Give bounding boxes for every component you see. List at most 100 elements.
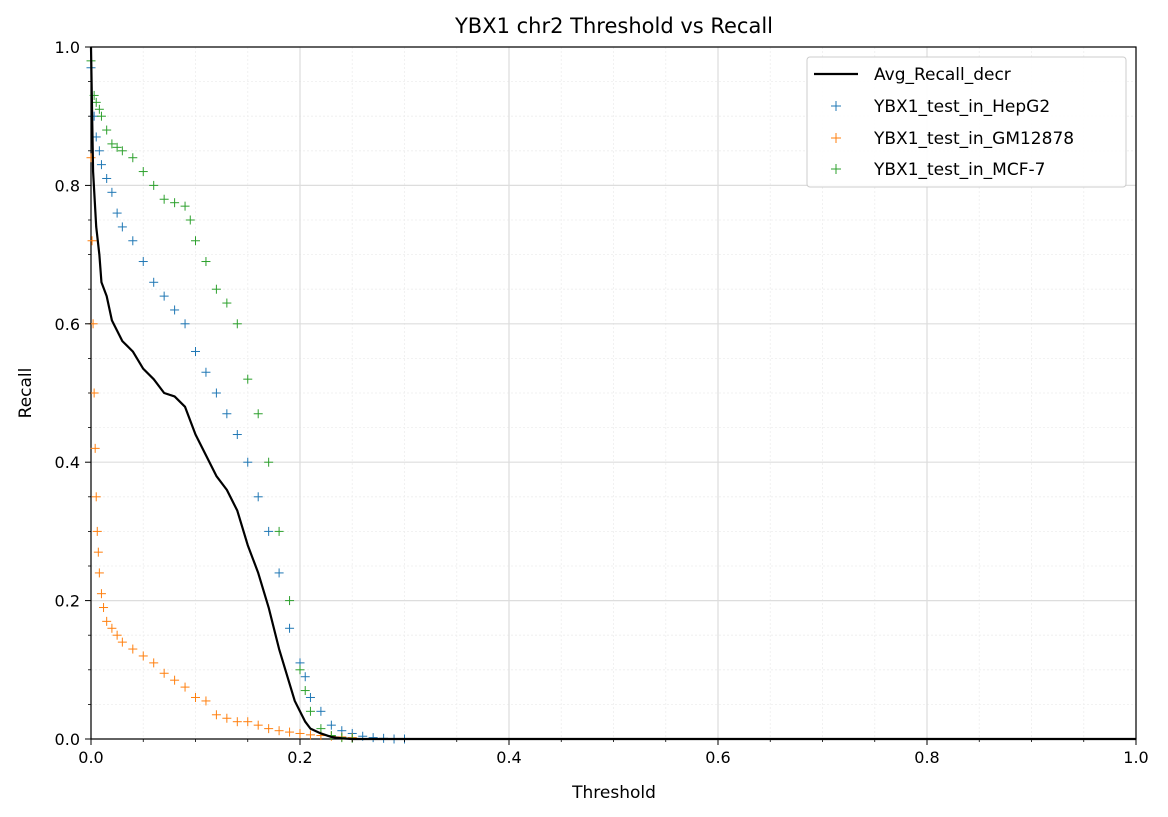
point-ybx1-test-in-hepg2	[316, 706, 326, 716]
point-ybx1-test-in-hepg2	[128, 236, 138, 246]
legend-swatch-hepg2	[831, 101, 841, 111]
point-ybx1-test-in-gm12878	[107, 623, 117, 633]
x-tick-label: 0.4	[496, 748, 521, 767]
point-ybx1-test-in-hepg2	[285, 623, 295, 633]
point-ybx1-test-in-hepg2	[94, 146, 104, 156]
series-ybx1-test-in-mcf-7	[86, 56, 357, 743]
point-ybx1-test-in-gm12878	[232, 717, 242, 727]
x-tick-label: 0.8	[914, 748, 939, 767]
point-ybx1-test-in-mcf-7	[222, 298, 232, 308]
point-ybx1-test-in-gm12878	[89, 388, 99, 398]
point-ybx1-test-in-mcf-7	[243, 374, 253, 384]
point-ybx1-test-in-gm12878	[92, 526, 102, 536]
point-ybx1-test-in-gm12878	[170, 675, 180, 685]
point-ybx1-test-in-gm12878	[96, 589, 106, 599]
point-ybx1-test-in-hepg2	[368, 733, 378, 743]
point-ybx1-test-in-mcf-7	[274, 526, 284, 536]
point-ybx1-test-in-hepg2	[149, 277, 159, 287]
point-ybx1-test-in-hepg2	[264, 526, 274, 536]
point-ybx1-test-in-mcf-7	[264, 457, 274, 467]
point-ybx1-test-in-mcf-7	[180, 201, 190, 211]
point-ybx1-test-in-mcf-7	[300, 686, 310, 696]
point-ybx1-test-in-mcf-7	[138, 167, 148, 177]
point-ybx1-test-in-mcf-7	[295, 665, 305, 675]
point-ybx1-test-in-mcf-7	[159, 194, 169, 204]
point-ybx1-test-in-mcf-7	[117, 146, 127, 156]
point-ybx1-test-in-hepg2	[117, 222, 127, 232]
x-tick-label: 0.0	[78, 748, 103, 767]
point-ybx1-test-in-hepg2	[232, 430, 242, 440]
point-ybx1-test-in-hepg2	[300, 672, 310, 682]
point-ybx1-test-in-hepg2	[211, 388, 221, 398]
point-ybx1-test-in-gm12878	[86, 153, 96, 163]
point-ybx1-test-in-gm12878	[211, 710, 221, 720]
x-axis-label: Threshold	[571, 783, 656, 803]
point-ybx1-test-in-gm12878	[138, 651, 148, 661]
x-tick-label: 1.0	[1123, 748, 1148, 767]
legend: Avg_Recall_decr YBX1_test_in_HepG2 YBX1_…	[806, 56, 1127, 188]
legend-label-mcf7: YBX1_test_in_MCF-7	[873, 160, 1045, 180]
y-tick-label: 0.2	[55, 592, 80, 611]
chart-title: YBX1 chr2 Threshold vs Recall	[454, 14, 773, 38]
point-ybx1-test-in-gm12878	[117, 637, 127, 647]
point-ybx1-test-in-gm12878	[264, 724, 274, 734]
point-ybx1-test-in-hepg2	[253, 492, 263, 502]
legend-label-hepg2: YBX1_test_in_HepG2	[873, 97, 1050, 117]
point-ybx1-test-in-mcf-7	[285, 596, 295, 606]
y-axis-label: Recall	[16, 368, 36, 419]
point-ybx1-test-in-gm12878	[201, 696, 211, 706]
point-ybx1-test-in-hepg2	[102, 173, 112, 183]
point-ybx1-test-in-hepg2	[243, 457, 253, 467]
y-tick-label: 1.0	[55, 38, 80, 57]
point-ybx1-test-in-mcf-7	[253, 409, 263, 419]
point-ybx1-test-in-hepg2	[274, 568, 284, 578]
point-ybx1-test-in-mcf-7	[305, 706, 315, 716]
point-ybx1-test-in-hepg2	[96, 160, 106, 170]
x-tick-label: 0.2	[287, 748, 312, 767]
point-ybx1-test-in-gm12878	[253, 720, 263, 730]
point-ybx1-test-in-gm12878	[149, 658, 159, 668]
point-ybx1-test-in-hepg2	[112, 208, 122, 218]
point-ybx1-test-in-gm12878	[159, 668, 169, 678]
point-ybx1-test-in-mcf-7	[112, 142, 122, 152]
point-ybx1-test-in-gm12878	[112, 630, 122, 640]
point-ybx1-test-in-hepg2	[305, 692, 315, 702]
series-layer	[86, 46, 1136, 744]
point-ybx1-test-in-mcf-7	[107, 139, 117, 149]
ticks: 0.0 0.2 0.4 0.6 0.8 1.0 0.0 0.2 0.4 0.6 0.8 1.0	[55, 38, 1149, 767]
point-ybx1-test-in-hepg2	[107, 187, 117, 197]
point-ybx1-test-in-mcf-7	[316, 724, 326, 734]
point-ybx1-test-in-gm12878	[90, 443, 100, 453]
point-ybx1-test-in-gm12878	[191, 692, 200, 702]
point-ybx1-test-in-gm12878	[295, 728, 305, 738]
point-ybx1-test-in-mcf-7	[128, 153, 138, 163]
point-ybx1-test-in-gm12878	[274, 726, 284, 736]
point-ybx1-test-in-hepg2	[138, 257, 148, 267]
y-tick-label: 0.4	[55, 453, 80, 472]
point-ybx1-test-in-hepg2	[159, 291, 169, 301]
point-ybx1-test-in-gm12878	[102, 616, 112, 626]
x-tick-label: 0.6	[705, 748, 730, 767]
point-ybx1-test-in-hepg2	[326, 720, 336, 730]
legend-label-gm12878: YBX1_test_in_GM12878	[873, 129, 1074, 149]
point-ybx1-test-in-gm12878	[94, 568, 104, 578]
point-ybx1-test-in-gm12878	[285, 727, 295, 737]
point-ybx1-test-in-hepg2	[170, 305, 180, 315]
legend-box	[806, 56, 1127, 188]
y-tick-label: 0.8	[55, 176, 80, 195]
point-ybx1-test-in-mcf-7	[191, 236, 200, 246]
point-ybx1-test-in-mcf-7	[96, 111, 106, 121]
point-ybx1-test-in-gm12878	[128, 644, 138, 654]
y-tick-label: 0.6	[55, 315, 80, 334]
point-ybx1-test-in-mcf-7	[91, 97, 101, 107]
point-ybx1-test-in-gm12878	[87, 236, 97, 246]
point-ybx1-test-in-gm12878	[180, 682, 190, 692]
series-line-avg-recall-decr	[89, 46, 1136, 741]
point-ybx1-test-in-mcf-7	[232, 319, 242, 329]
point-ybx1-test-in-mcf-7	[185, 215, 195, 225]
point-ybx1-test-in-mcf-7	[94, 104, 104, 114]
legend-swatch-gm12878	[831, 133, 841, 143]
point-ybx1-test-in-mcf-7	[102, 125, 112, 135]
point-ybx1-test-in-gm12878	[222, 713, 232, 723]
